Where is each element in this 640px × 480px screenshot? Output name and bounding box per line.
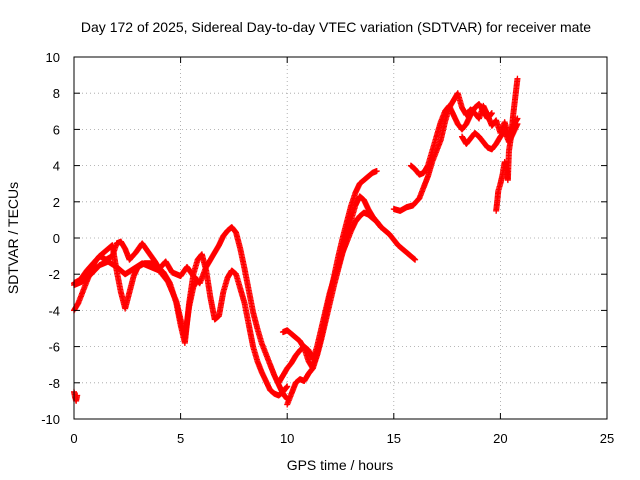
y-axis-label: SDTVAR / TECUs	[5, 182, 21, 294]
y-tick-label: -6	[48, 340, 60, 355]
x-tick-label: 5	[177, 431, 184, 446]
y-tick-label: 8	[53, 86, 60, 101]
y-tick-label: -10	[41, 412, 60, 427]
x-axis-label: GPS time / hours	[287, 457, 394, 473]
y-tick-label: -4	[48, 303, 60, 318]
y-tick-label: 4	[53, 159, 60, 174]
y-tick-label: 10	[46, 50, 60, 65]
chart-title: Day 172 of 2025, Sidereal Day-to-day VTE…	[81, 19, 591, 35]
data-point	[514, 75, 521, 82]
x-tick-label: 15	[387, 431, 401, 446]
x-tick-label: 0	[70, 431, 77, 446]
y-tick-label: 6	[53, 122, 60, 137]
data-point	[74, 392, 81, 399]
x-tick-label: 20	[493, 431, 507, 446]
x-tick-label: 10	[280, 431, 294, 446]
y-tick-label: -2	[48, 267, 60, 282]
x-tick-label: 25	[600, 431, 614, 446]
y-tick-label: 0	[53, 231, 60, 246]
y-tick-label: -8	[48, 376, 60, 391]
data-points	[71, 75, 521, 408]
y-tick-label: 2	[53, 195, 60, 210]
